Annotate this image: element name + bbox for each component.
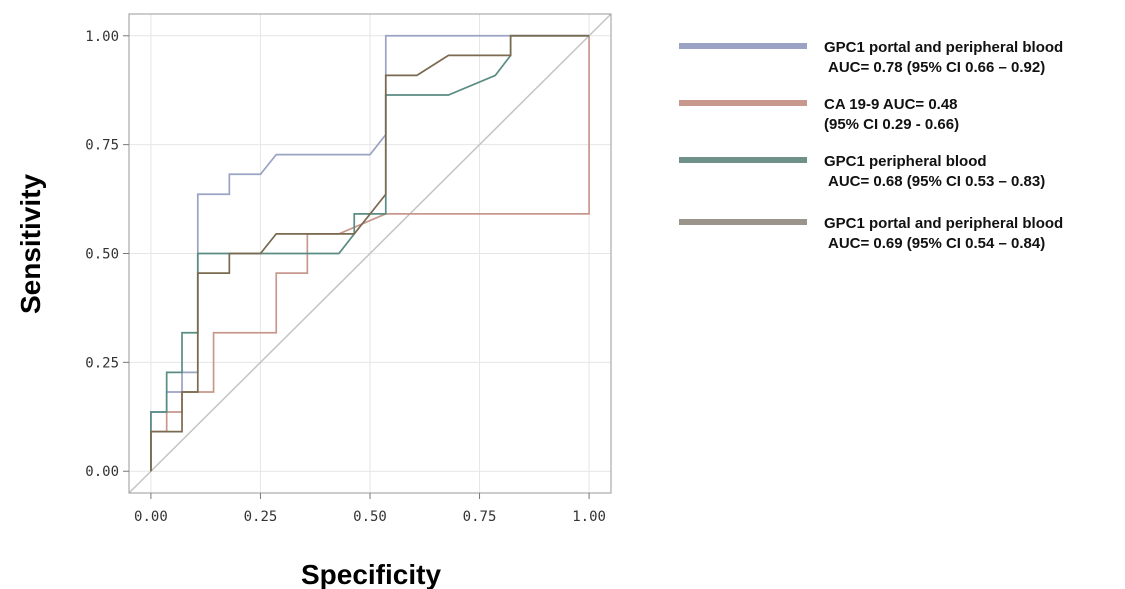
y-axis-ticks: 0.00 0.25 0.50 0.75 1.00 <box>85 29 129 480</box>
y-axis-label: Sensitivity <box>15 174 46 314</box>
y-tick-label: 0.50 <box>85 247 119 263</box>
roc-curve-series-3 <box>150 34 590 472</box>
x-tick-label: 1.00 <box>572 509 606 525</box>
legend-label-4-line-1: GPC1 portal and peripheral blood <box>824 215 1063 232</box>
legend-swatch-4 <box>679 219 807 225</box>
y-tick-label: 0.25 <box>85 355 119 371</box>
y-tick-label: 0.00 <box>85 464 119 480</box>
x-axis-label: Specificity <box>301 559 441 589</box>
y-tick-label: 0.75 <box>85 138 119 154</box>
legend-label-1-line-2: AUC= 0.78 (95% CI 0.66 – 0.92) <box>828 59 1045 76</box>
legend-label-3-line-1: GPC1 peripheral blood <box>824 153 987 170</box>
legend-swatch-1 <box>679 43 807 49</box>
x-tick-label: 0.75 <box>463 509 497 525</box>
x-tick-label: 0.50 <box>353 509 387 525</box>
legend-label-3-line-2: AUC= 0.68 (95% CI 0.53 – 0.83) <box>828 173 1045 190</box>
legend-swatch-3 <box>679 157 807 163</box>
plot-area <box>128 13 612 494</box>
legend-label-4-line-2: AUC= 0.69 (95% CI 0.54 – 0.84) <box>828 235 1045 252</box>
x-tick-label: 0.25 <box>244 509 278 525</box>
legend: GPC1 portal and peripheral blood AUC= 0.7… <box>679 39 1063 252</box>
y-tick-label: 1.00 <box>85 29 119 45</box>
legend-label-2-line-1: CA 19-9 AUC= 0.48 <box>824 96 958 113</box>
x-tick-label: 0.00 <box>134 509 168 525</box>
reference-diagonal-line <box>128 13 612 494</box>
legend-label-1-line-1: GPC1 portal and peripheral blood <box>824 39 1063 56</box>
x-axis-ticks: 0.00 0.25 0.50 0.75 1.00 <box>134 493 606 525</box>
legend-label-2-line-2: (95% CI 0.29 - 0.66) <box>824 116 959 133</box>
legend-swatch-2 <box>679 100 807 106</box>
roc-curve-series-4 <box>150 34 590 472</box>
